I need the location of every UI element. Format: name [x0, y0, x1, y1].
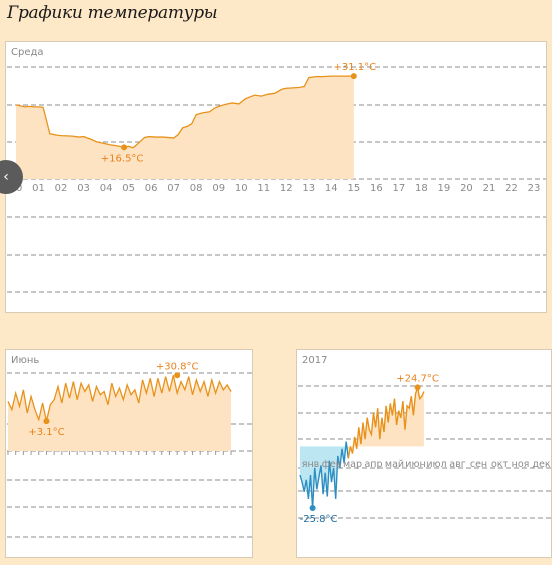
x-tick-label: апр — [364, 459, 382, 470]
cold-temperature-line — [299, 441, 349, 509]
x-tick-label: июн — [405, 459, 425, 470]
min-temperature-label: -25.8°C — [300, 514, 338, 525]
max-point-marker — [350, 73, 357, 80]
x-tick-label: 10 — [235, 183, 248, 194]
x-tick-label: 06 — [145, 183, 158, 194]
x-tick-label: 17 — [393, 183, 406, 194]
yearly-chart-label: 2017 — [302, 355, 328, 366]
x-tick-label: янв — [302, 459, 320, 470]
x-tick-label: 16 — [370, 183, 383, 194]
x-tick-label: 14 — [325, 183, 338, 194]
x-tick-label: сен — [470, 459, 487, 470]
yearly-chart-panel: 2017 янв фев мар апр май июн июл авг сен окт ноя де… — [296, 349, 552, 558]
x-tick-label: 20 — [460, 183, 473, 194]
x-tick-label: дек — [532, 459, 550, 470]
max-temperature-label: +30.8°C — [156, 361, 199, 372]
daily-temperature-chart: 0001020304050607080910111213141516171819… — [7, 62, 546, 293]
x-tick-label: 08 — [190, 183, 203, 194]
x-tick-label: 18 — [415, 183, 428, 194]
monthly-chart-panel: Июнь +30.8°C +3.1°C — [5, 349, 253, 558]
daily-chart-panel: Среда 0001020304050607080910111213141516… — [5, 41, 547, 313]
x-tick-label: 04 — [100, 183, 113, 194]
x-tick-label: мар — [343, 459, 362, 470]
max-point-marker — [414, 384, 421, 391]
x-tick-label: 22 — [505, 183, 518, 194]
x-tick-label: ноя — [512, 459, 530, 470]
x-tick-label: 02 — [55, 183, 68, 194]
x-tick-label: 03 — [77, 183, 90, 194]
max-temperature-label: +24.7°C — [396, 373, 439, 384]
x-tick-label: 09 — [212, 183, 225, 194]
x-tick-label: авг — [449, 459, 465, 470]
x-tick-label: 07 — [167, 183, 180, 194]
max-temperature-label: +31.1°C — [334, 62, 377, 73]
min-point-marker — [121, 144, 128, 151]
temperature-line — [7, 375, 232, 422]
warm-area-fill — [348, 387, 424, 459]
min-point-marker — [309, 504, 316, 511]
max-point-marker — [174, 372, 181, 379]
x-tick-label: окт — [491, 459, 509, 470]
x-tick-label: 15 — [347, 183, 360, 194]
x-tick-label: 13 — [302, 183, 315, 194]
temperature-line — [15, 75, 354, 149]
x-tick-label: 21 — [483, 183, 496, 194]
x-tick-label: 11 — [257, 183, 270, 194]
warm-temperature-line — [347, 387, 425, 459]
monthly-chart-label: Июнь — [11, 355, 40, 366]
x-tick-label: 01 — [32, 183, 45, 194]
min-point-marker — [43, 418, 50, 425]
page-title: Графики температуры — [7, 3, 218, 23]
x-tick-label: 23 — [528, 183, 541, 194]
min-temperature-label: +16.5°C — [101, 153, 144, 164]
x-tick-label: фев — [322, 459, 342, 470]
x-tick-label: 12 — [280, 183, 293, 194]
chevron-left-icon[interactable]: ‹ — [0, 160, 23, 194]
x-tick-label: июл — [426, 459, 446, 470]
x-tick-label: 19 — [438, 183, 451, 194]
min-temperature-label: +3.1°C — [28, 427, 64, 438]
daily-chart-label: Среда — [11, 47, 44, 58]
x-tick-label: май — [385, 459, 404, 470]
monthly-temperature-chart: +30.8°C +3.1°C — [7, 361, 252, 538]
x-tick-label: 05 — [122, 183, 135, 194]
yearly-temperature-chart: янв фев мар апр май июн июл авг сен окт ноя дек +24.… — [298, 373, 551, 525]
